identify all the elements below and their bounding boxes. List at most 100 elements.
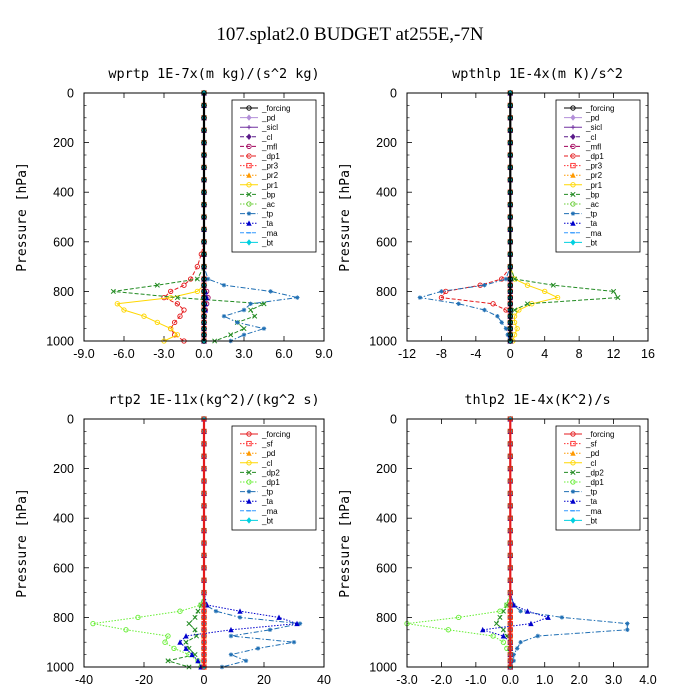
x-tick-label: -2.0 [431, 673, 453, 687]
series-point [228, 626, 234, 633]
series-point [417, 295, 423, 300]
zero-profile-point [507, 189, 513, 195]
zero-profile-point [507, 251, 513, 257]
series-point [625, 621, 630, 626]
legend-marker [570, 125, 576, 130]
series-point [241, 326, 247, 332]
x-tick-label: -3.0 [396, 673, 418, 687]
series-point [237, 615, 243, 620]
zero-profile-point [507, 177, 513, 183]
x-tick-label: -1.0 [465, 673, 487, 687]
series-point [174, 301, 180, 307]
legend-marker [246, 143, 252, 150]
series-point [276, 614, 282, 620]
y-tick-label: 1000 [369, 335, 397, 349]
y-tick-label: 200 [376, 136, 397, 150]
x-tick-label: 0 [201, 673, 208, 687]
series-point [500, 627, 506, 633]
legend-marker [570, 431, 576, 437]
legend-label: _mfl [585, 142, 601, 151]
zero-profile-point [507, 540, 513, 546]
legend-label: _ma [261, 229, 278, 238]
legend-label: _sicl [585, 123, 602, 132]
zero-profile-point [507, 633, 513, 639]
series-point [248, 307, 254, 313]
series-point [174, 295, 180, 301]
series-point [535, 633, 541, 639]
legend-marker [246, 211, 252, 216]
legend-label: _tp [585, 210, 598, 219]
series-line [419, 93, 511, 342]
series-point [550, 282, 556, 288]
series-point [511, 658, 516, 663]
zero-profile-point [507, 282, 513, 288]
zero-profile-point [201, 288, 207, 295]
series-point [480, 626, 486, 633]
x-tick-label: 20 [257, 673, 271, 687]
legend-label: _tp [261, 210, 274, 219]
series-point [524, 282, 531, 288]
y-tick-label: 0 [390, 413, 397, 427]
legend-label: _pr1 [585, 181, 603, 190]
series-point [154, 319, 160, 326]
legend-marker [570, 239, 576, 246]
series-point [559, 615, 565, 620]
legend-label: _cl [585, 133, 596, 142]
series-point [181, 307, 187, 313]
series-point [213, 609, 219, 614]
legend: _forcing_sf_pd_cl_dp2_dp1_tp_ta_ma_bt [555, 425, 641, 531]
series-line [406, 419, 511, 667]
zero-profile-point [507, 515, 513, 521]
legend-label: _ta [261, 219, 274, 228]
zero-profile-point [201, 226, 207, 233]
zero-profile-point [201, 577, 207, 583]
legend-label: _pr1 [261, 181, 279, 190]
series-point [291, 640, 297, 645]
legend-label: _sf [261, 440, 273, 449]
zero-profile-point [507, 263, 513, 270]
zero-profile-point [507, 503, 513, 509]
legend-marker [570, 162, 576, 169]
zero-profile-point [201, 139, 207, 146]
legend-marker [570, 105, 576, 111]
series-point [195, 657, 201, 664]
x-tick-label: 2.0 [570, 673, 587, 687]
legend-label: _bp [261, 190, 276, 199]
y-tick-label: 400 [376, 186, 397, 200]
zero-profile-point [201, 251, 207, 257]
legend-marker [246, 182, 252, 188]
zero-profile-point [507, 565, 513, 571]
x-tick-label: 16 [641, 347, 655, 361]
x-tick-label: 0.0 [502, 673, 519, 687]
series-point [554, 294, 561, 301]
legend-label: _pd [585, 114, 599, 123]
series-point [514, 325, 520, 332]
zero-profile-point [201, 127, 207, 133]
legend-marker [246, 133, 252, 140]
x-tick-label: 40 [317, 673, 331, 687]
series-point [168, 325, 174, 332]
legend-marker [246, 153, 252, 159]
legend-marker [570, 153, 576, 159]
chart-panel-3: rtp2 1E-11x(kg^2)/(kg^2 s) Pressure [hPa]… [15, 392, 331, 687]
zero-profile-point [201, 313, 207, 319]
legend-marker [246, 479, 252, 485]
series-point [183, 645, 189, 651]
zero-profile-point [507, 478, 513, 484]
legend-label: _pr3 [261, 162, 279, 171]
legend-marker [246, 498, 252, 504]
zero-profile-point [507, 428, 513, 435]
legend-label: _bp [585, 190, 600, 199]
series-point [268, 289, 273, 294]
y-tick-label: 0 [67, 413, 74, 427]
series-point [161, 294, 167, 301]
series-point [110, 288, 116, 294]
series-point [499, 320, 504, 325]
chart-panel-2: wpthlp 1E-4x(m K)/s^2 Pressure [hPa] -12 -8… [338, 66, 655, 361]
series-point [511, 652, 516, 657]
legend-marker [246, 469, 252, 475]
panel-title: wpthlp 1E-4x(m K)/s^2 [452, 66, 623, 82]
zero-profile-point [201, 152, 207, 158]
legend-label: _dp1 [585, 478, 604, 487]
legend-marker [570, 201, 576, 207]
